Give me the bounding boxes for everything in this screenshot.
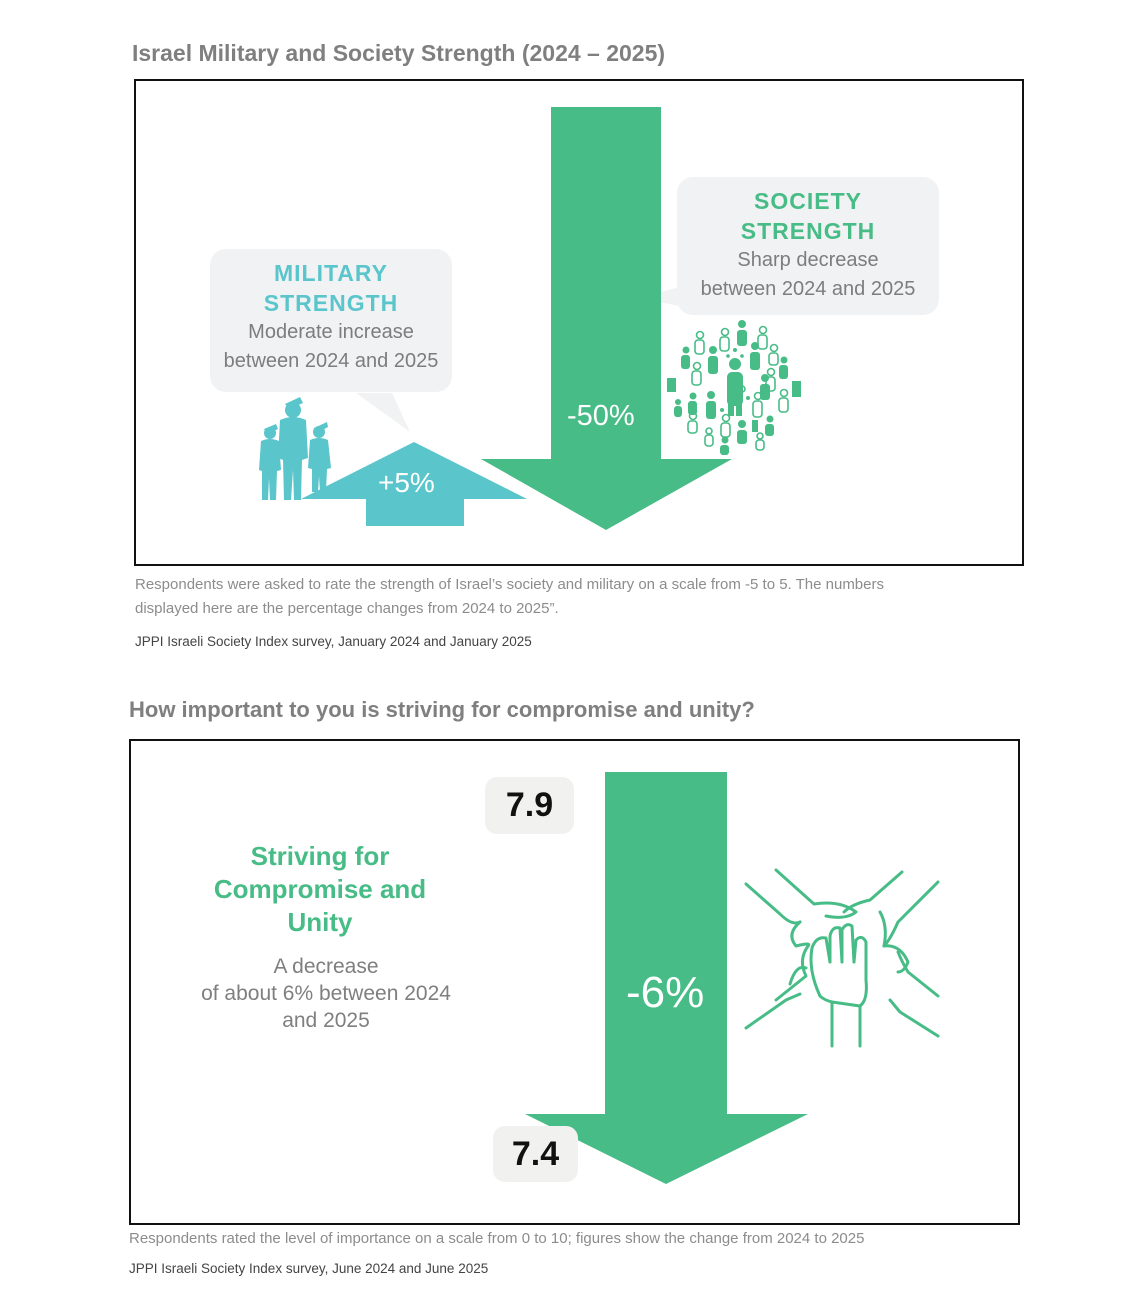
- chart2-note: Respondents rated the level of importanc…: [129, 1230, 865, 1247]
- unity-desc-line2: of about 6% between 2024: [201, 982, 451, 1005]
- chart2-source: JPPI Israeli Society Index survey, June …: [129, 1261, 489, 1276]
- value-2025-badge: 7.4: [493, 1126, 578, 1182]
- value-2024-badge: 7.9: [485, 777, 574, 834]
- stacked-hands-icon: [744, 868, 940, 1048]
- society-head-line1: SOCIETY: [754, 188, 862, 214]
- society-change-label: -50%: [567, 400, 635, 432]
- military-desc-line2: between 2024 and 2025: [223, 350, 439, 372]
- society-strength-callout: SOCIETY STRENGTH Sharp decrease between …: [677, 177, 939, 315]
- chart1-title: Israel Military and Society Strength (20…: [132, 40, 666, 66]
- military-change-label: +5%: [378, 467, 435, 498]
- society-desc-line2: between 2024 and 2025: [700, 278, 916, 300]
- military-change-arrow: [301, 442, 527, 526]
- unity-desc-line1: A decrease: [273, 955, 379, 978]
- unity-head-line3: Unity: [287, 907, 353, 937]
- chart2-title: How important to you is striving for com…: [129, 697, 755, 722]
- chart1-source: JPPI Israeli Society Index survey, Janua…: [135, 634, 532, 649]
- saluting-soldiers-icon: [259, 397, 331, 500]
- people-crowd-icon: [667, 320, 801, 455]
- unity-head-line1: Striving for: [250, 841, 390, 871]
- military-head-line2: STRENGTH: [263, 290, 399, 316]
- military-strength-callout: MILITARY STRENGTH Moderate increase betw…: [210, 249, 452, 392]
- unity-change-arrow: [525, 772, 808, 1184]
- society-head-line2: STRENGTH: [740, 218, 876, 244]
- unity-description: A decrease of about 6% between 2024 and …: [170, 953, 482, 1034]
- chart1-note-line2: displayed here are the percentage change…: [135, 600, 559, 617]
- military-bubble-tail: [356, 393, 410, 432]
- unity-head-line2: Compromise and: [213, 874, 427, 904]
- chart2-graphics: [525, 772, 940, 1184]
- military-desc-line1: Moderate increase: [248, 321, 414, 343]
- unity-change-label: -6%: [626, 968, 705, 1017]
- society-desc-line1: Sharp decrease: [737, 249, 879, 271]
- chart1-graphics: [259, 107, 801, 530]
- chart1-note: Respondents were asked to rate the stren…: [135, 573, 884, 621]
- chart1-note-line1: Respondents were asked to rate the stren…: [135, 576, 884, 593]
- society-change-arrow: [481, 107, 732, 530]
- unity-heading: Striving for Compromise and Unity: [170, 840, 470, 939]
- military-head-line1: MILITARY: [273, 260, 389, 286]
- unity-desc-line3: and 2025: [282, 1009, 370, 1032]
